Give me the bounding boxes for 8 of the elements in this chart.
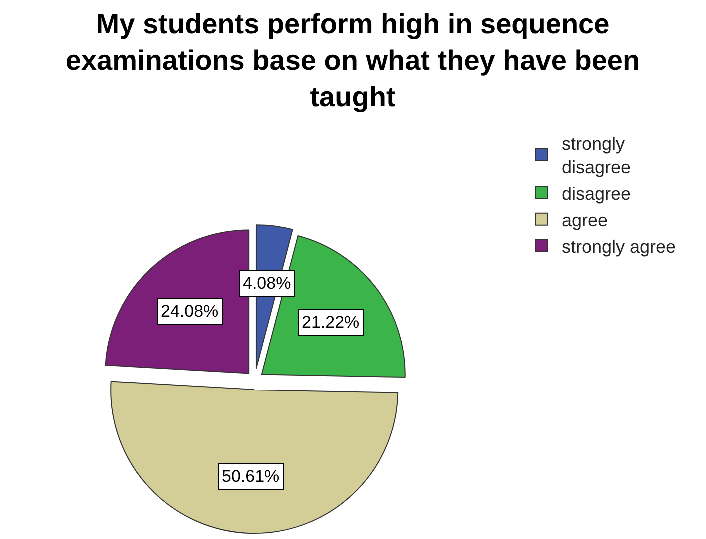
legend-label: disagree	[562, 184, 632, 204]
data-label: 24.08%	[161, 302, 219, 321]
data-label: 21.22%	[302, 313, 360, 332]
legend-label: agree	[562, 210, 608, 230]
chart-title: My students perform high in sequence examinations base on what they have been taught	[66, 8, 640, 112]
legend-label: strongly agree	[562, 236, 676, 257]
data-label: 4.08%	[243, 274, 292, 293]
data-label: 50.61%	[222, 467, 280, 486]
